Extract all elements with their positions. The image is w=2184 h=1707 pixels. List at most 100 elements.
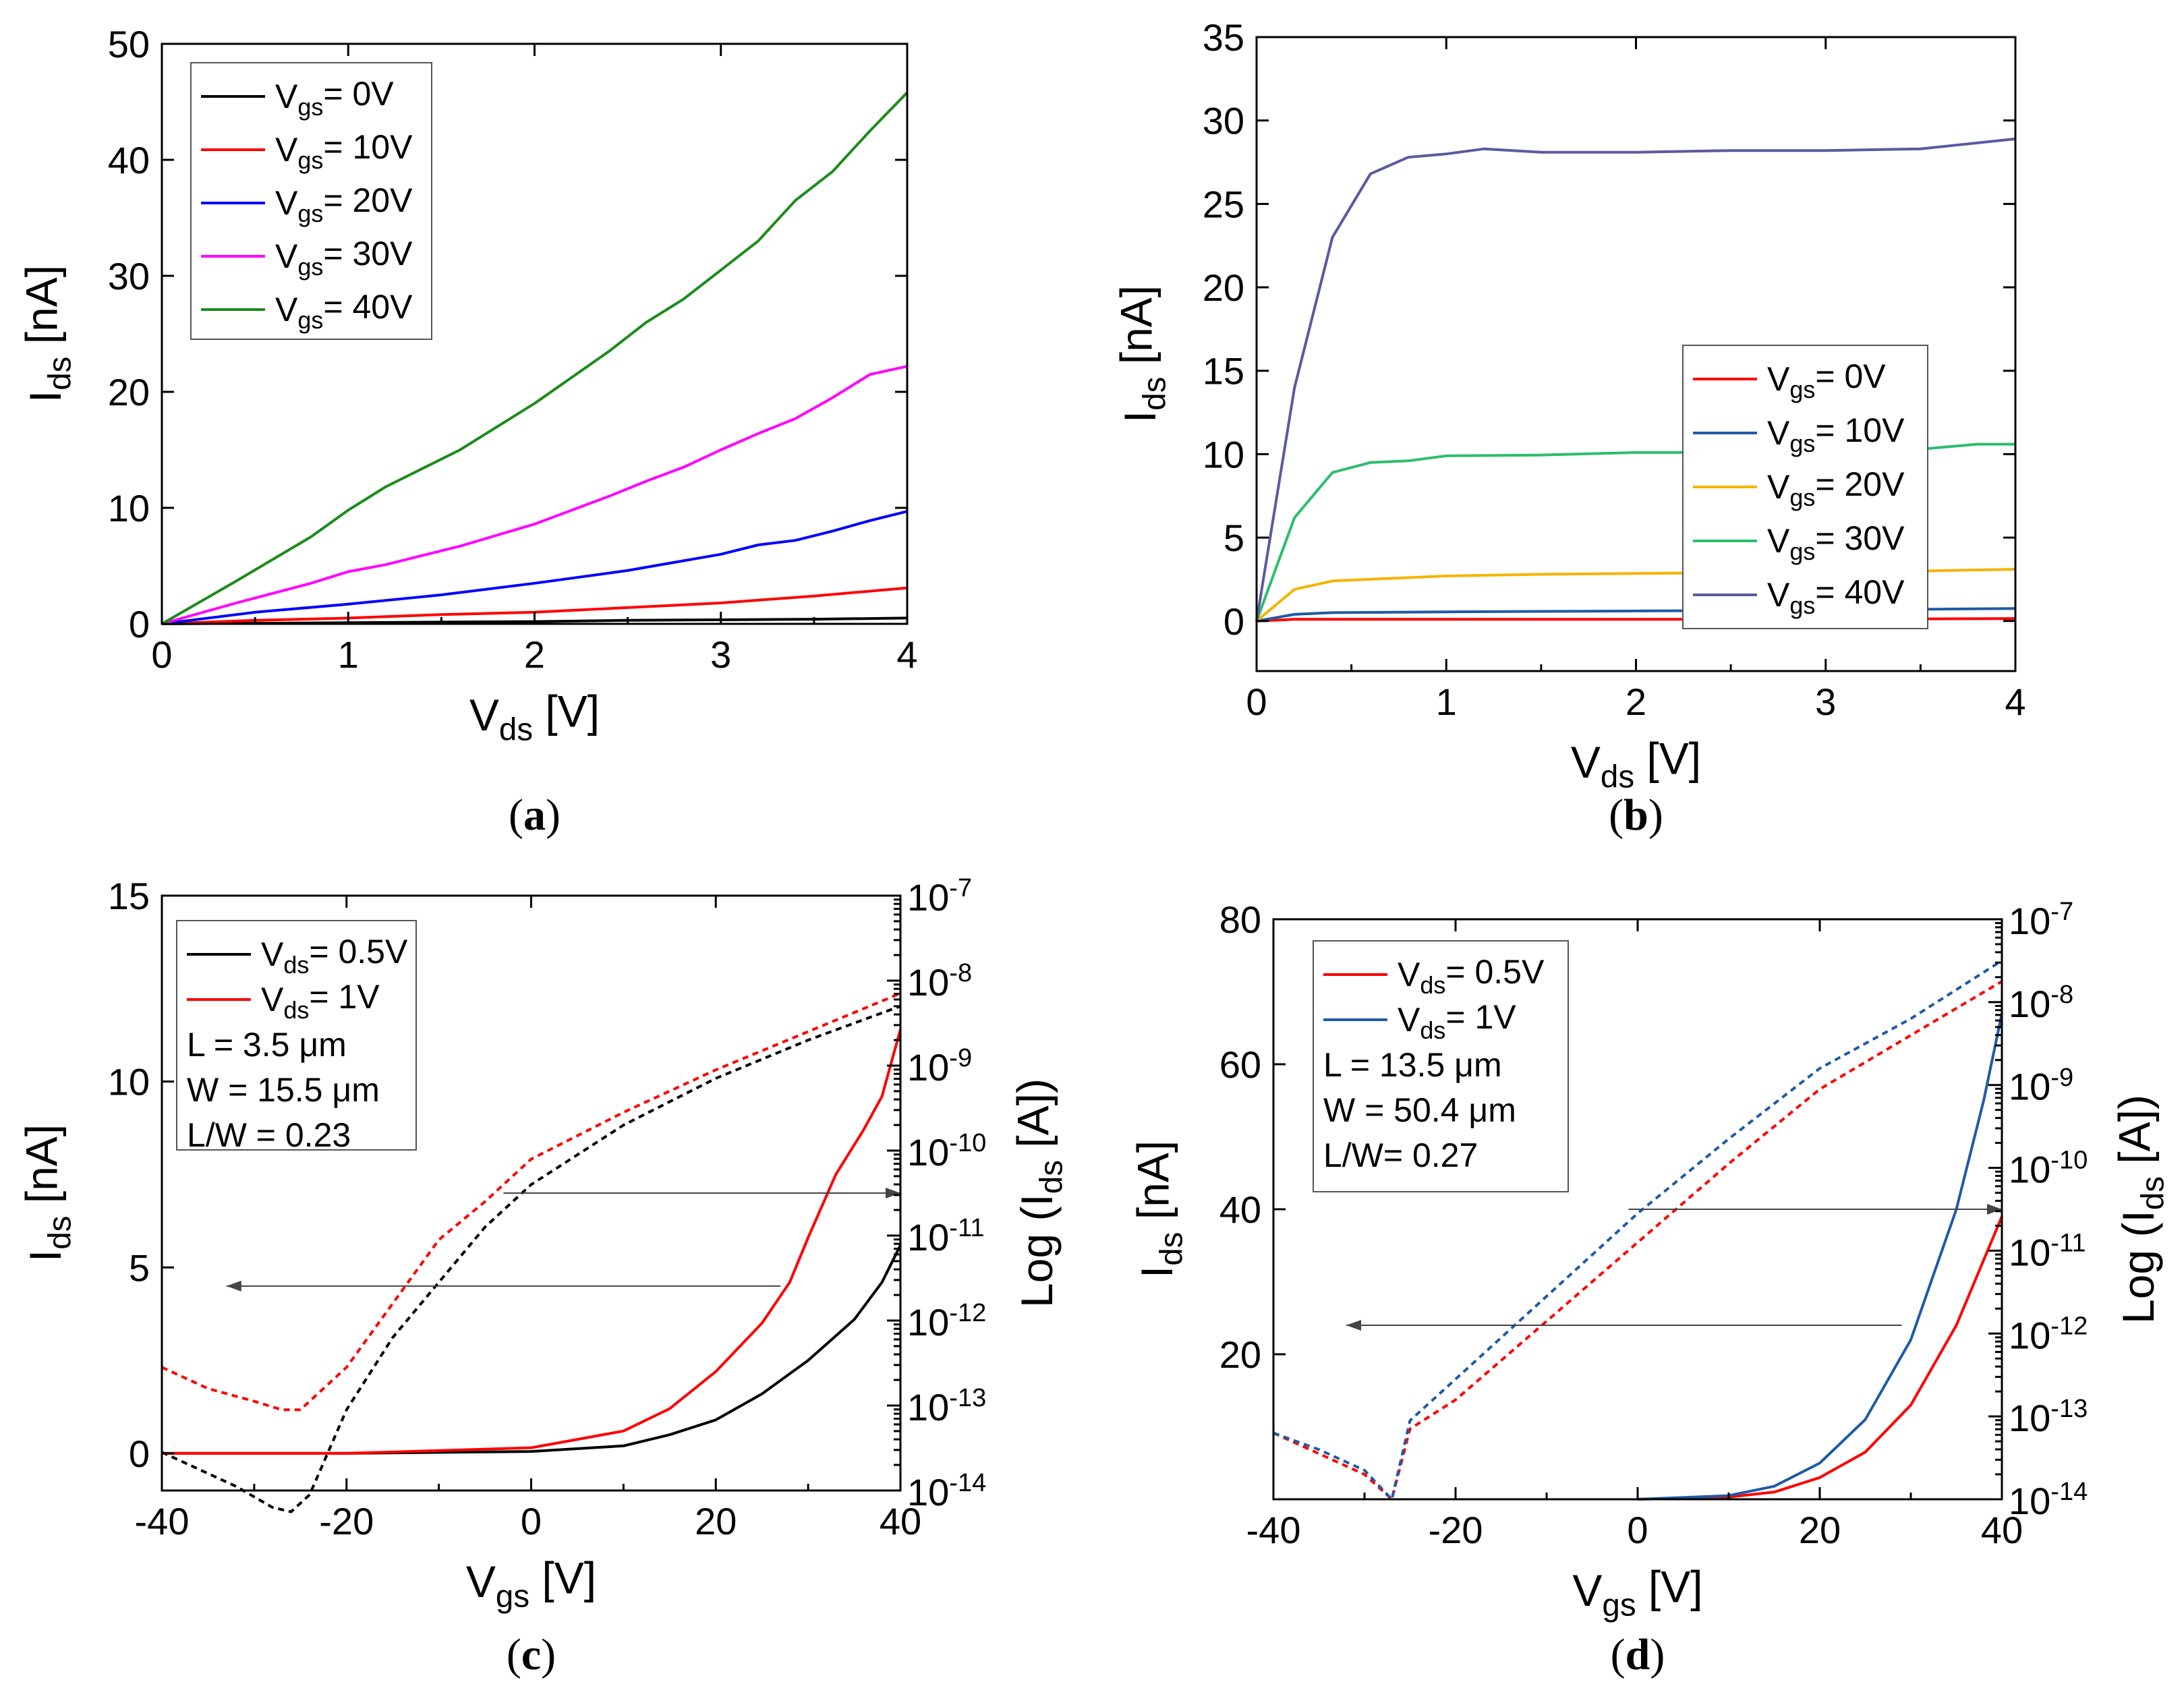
x-axis-label: Vgs [V]	[466, 1553, 596, 1614]
y-tick-label: 40	[1219, 1188, 1261, 1231]
legend-entry: Vgs= 10V	[1767, 411, 1905, 457]
legend-entry: Vds= 0.5V	[261, 933, 408, 979]
series-line-2	[162, 1029, 902, 1455]
y2-tick-label: 10-8	[907, 959, 972, 1004]
legend-note: L = 13.5 μm	[1323, 1046, 1502, 1084]
legend-entry: Vds= 1V	[1398, 998, 1516, 1044]
panel-label: (d)	[1611, 1630, 1665, 1679]
legend-note: W = 15.5 μm	[187, 1071, 380, 1109]
y-axis-label: Ids [nA]	[16, 265, 78, 403]
y2-tick-label: 10-13	[2009, 1395, 2088, 1439]
y2-tick-label: 10-12	[2009, 1312, 2088, 1356]
y2-axis-label: Log (Ids [A])	[2109, 1095, 2171, 1324]
y2-tick-label: 10-11	[2009, 1229, 2086, 1273]
x-tick-label: 40	[1981, 1509, 2023, 1551]
series-line-0	[162, 1244, 902, 1455]
annotation-arrowhead	[1346, 1320, 1361, 1331]
y2-tick-label: 10-7	[907, 874, 972, 919]
series-line-4	[161, 91, 909, 625]
y-tick-label: 80	[1219, 898, 1261, 941]
series-line-log-3	[1273, 959, 2003, 1501]
x-tick-label: 0	[521, 1500, 542, 1542]
y2-tick-label: 10-10	[2009, 1147, 2088, 1191]
x-tick-label: 3	[710, 633, 731, 676]
annotation-arrowhead	[226, 1280, 241, 1292]
legend-entry: Vgs= 30V	[1767, 519, 1905, 565]
y-tick-label: 10	[1203, 433, 1244, 475]
y-tick-label: 10	[108, 1061, 150, 1103]
panel-label: (b)	[1609, 790, 1663, 840]
y-tick-label: 20	[108, 371, 150, 413]
series-line-2	[161, 510, 908, 625]
x-tick-label: 0	[1627, 1509, 1648, 1551]
y2-tick-label: 10-7	[2009, 898, 2073, 942]
y-tick-label: 60	[1219, 1043, 1261, 1086]
y2-tick-label: 10-11	[907, 1214, 985, 1258]
y2-tick-label: 10-14	[2009, 1478, 2088, 1522]
x-axis-label: Vgs [V]	[1572, 1561, 1702, 1623]
x-axis-label: Vds [V]	[469, 686, 600, 747]
series-line-log-3	[161, 992, 901, 1412]
x-tick-label: 0	[151, 633, 172, 676]
x-tick-label: -40	[1246, 1509, 1301, 1551]
chart-panel-d: -40 -20 0 20 40 20 40 60 80 10-14 10-13 10-12 10-11 1…	[1128, 898, 2171, 1679]
annotation-arrowhead	[1987, 1204, 2002, 1215]
x-tick-label: 1	[1436, 681, 1457, 723]
series-line-2	[1637, 1013, 2003, 1501]
y-tick-label: 0	[129, 1433, 150, 1475]
series-line-log-1	[161, 1004, 901, 1513]
y-tick-label: 30	[108, 255, 150, 297]
y-tick-label: 15	[1203, 350, 1244, 393]
x-tick-label: -20	[1429, 1509, 1483, 1551]
series-line-log-1	[1273, 980, 2003, 1501]
y-axis-label: Ids [nA]	[1111, 285, 1172, 423]
y-tick-label: 20	[1203, 266, 1244, 309]
y-tick-label: 30	[1203, 100, 1244, 142]
x-tick-label: 4	[2005, 681, 2025, 723]
legend-box	[190, 62, 432, 340]
x-tick-label: 3	[1815, 681, 1836, 723]
panel-label: (a)	[509, 790, 561, 840]
legend-entry: Vgs= 0V	[1767, 357, 1886, 403]
x-tick-label: 1	[338, 633, 359, 676]
y-axis-label: Ids [nA]	[1128, 1140, 1189, 1278]
y-tick-label: 35	[1203, 16, 1244, 59]
legend-entry: Vgs= 40V	[1767, 573, 1905, 619]
legend-note: W = 50.4 μm	[1323, 1091, 1516, 1129]
x-tick-label: -40	[135, 1500, 190, 1542]
legend-entry: Vgs= 0V	[275, 75, 394, 121]
legend-note: L/W= 0.27	[1323, 1136, 1478, 1174]
x-axis-label: Vds [V]	[1571, 733, 1701, 794]
series-line-3	[161, 365, 908, 625]
chart-panel-b: 0 1 2 3 4 0 5 10 15 20 25 30 35 Vds [V] Ids [nA] Vgs= 0…	[1111, 16, 2025, 840]
series-line-4	[1255, 137, 2016, 622]
y-tick-label: 10	[108, 487, 150, 529]
y2-tick-label: 10-14	[907, 1469, 986, 1513]
series-line-0	[1637, 1216, 2003, 1501]
y2-tick-label: 10-12	[907, 1299, 986, 1343]
y-tick-label: 0	[129, 603, 150, 645]
y-tick-label: 15	[108, 875, 150, 917]
x-tick-label: 20	[1799, 1509, 1841, 1551]
x-tick-label: 2	[1626, 681, 1646, 723]
y-tick-label: 50	[108, 23, 150, 65]
y-tick-label: 20	[1219, 1333, 1261, 1376]
legend-entry: Vds= 1V	[261, 978, 380, 1024]
x-tick-label: 40	[880, 1500, 921, 1542]
legend-note: L/W = 0.23	[187, 1116, 351, 1154]
legend-entry: Vgs= 20V	[1767, 465, 1905, 511]
legend-entry: Vgs= 20V	[275, 181, 413, 227]
y-tick-label: 0	[1224, 600, 1244, 643]
legend-entry: Vds= 0.5V	[1398, 953, 1545, 999]
x-tick-label: 4	[896, 633, 917, 676]
chart-panel-c: -40 -20 0 20 40 0 5 10 15 10-14 10-13 10-12 10-11 10-…	[16, 874, 1069, 1679]
legend: Vgs= 0V Vgs= 10V Vgs= 20V Vgs= 30V Vgs= 40V	[1682, 345, 1928, 629]
legend-note: L = 3.5 μm	[187, 1026, 347, 1064]
y-tick-label: 5	[129, 1246, 150, 1289]
x-tick-label: 20	[695, 1500, 737, 1542]
y2-tick-label: 10-9	[907, 1044, 972, 1089]
